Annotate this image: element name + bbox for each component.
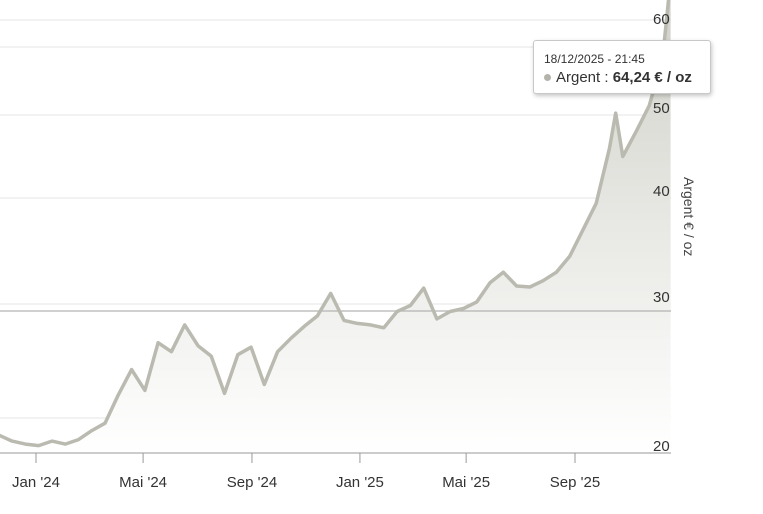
price-line — [0, 0, 671, 448]
tooltip-separator: : — [604, 69, 609, 86]
y-axis: 20 30 40 50 60 — [653, 11, 670, 455]
x-tick-label: Mai '24 — [119, 474, 167, 491]
tooltip: 18/12/2025 - 21:45 Argent : 64,24 € / oz — [533, 40, 711, 94]
x-axis: Jan '24 Mai '24 Sep '24 Jan '25 Mai '25 Sep '… — [0, 452, 671, 491]
y-tick-label: 50 — [653, 100, 670, 117]
tooltip-row: Argent : 64,24 € / oz — [544, 69, 710, 87]
tooltip-date: 18/12/2025 - 21:45 — [544, 52, 645, 66]
x-tick-label: Jan '24 — [12, 474, 60, 491]
y-tick-label: 30 — [653, 289, 670, 306]
tooltip-value: 64,24 € / oz — [612, 69, 692, 86]
y-tick-label: 40 — [653, 183, 670, 200]
y-axis-title: Argent € / oz — [681, 177, 697, 256]
x-tick-label: Jan '25 — [336, 474, 384, 491]
y-tick-label: 20 — [653, 438, 670, 455]
tooltip-series-name: Argent — [556, 69, 601, 86]
y-tick-label: 60 — [653, 11, 670, 28]
tooltip-series-dot — [544, 73, 551, 81]
price-area-fill — [0, 0, 671, 453]
x-tick-label: Sep '24 — [227, 474, 277, 491]
x-tick-label: Mai '25 — [442, 474, 490, 491]
x-tick-label: Sep '25 — [550, 474, 600, 491]
